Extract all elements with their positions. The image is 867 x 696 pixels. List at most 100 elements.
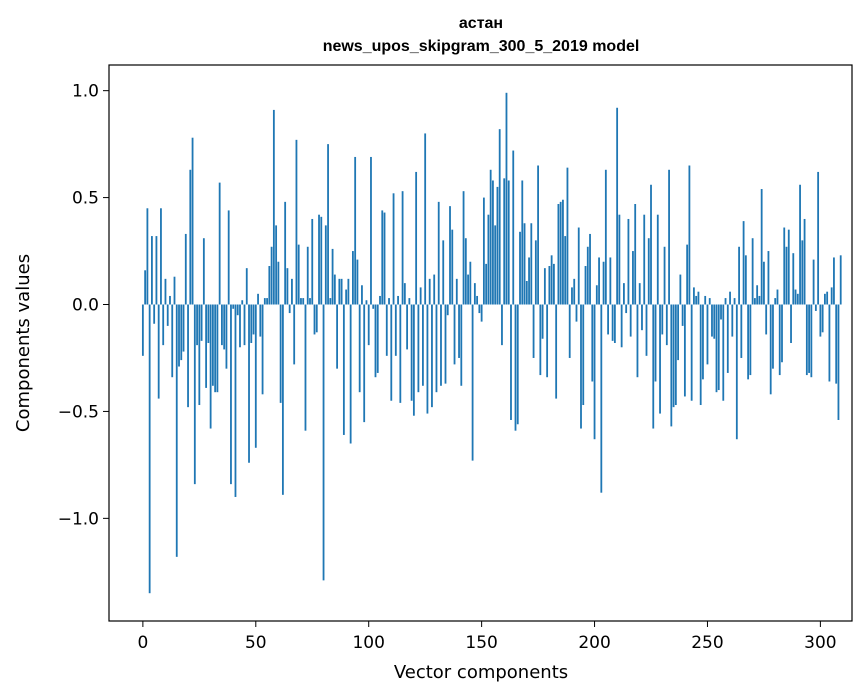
bar-81 (324, 225, 327, 305)
bar-85 (333, 274, 336, 305)
bar-194 (580, 304, 582, 429)
bar-301 (821, 304, 824, 333)
bar-117 (406, 304, 409, 350)
bar-247 (699, 304, 702, 406)
bar-268 (747, 304, 750, 380)
bar-66 (291, 278, 293, 305)
bar-44 (241, 300, 244, 305)
bar-145 (469, 261, 472, 305)
bar-125 (424, 133, 427, 305)
bar-102 (372, 304, 375, 309)
bar-5 (153, 304, 156, 324)
bar-178 (543, 268, 546, 305)
bar-27 (202, 238, 205, 305)
bar-54 (263, 298, 266, 305)
bar-264 (738, 246, 740, 305)
bar-294 (805, 304, 808, 376)
bar-186 (562, 199, 564, 305)
bar-179 (546, 304, 549, 378)
bar-149 (478, 304, 481, 314)
bar-295 (808, 304, 810, 373)
bar-255 (717, 304, 720, 391)
bar-280 (774, 298, 777, 305)
bar-9 (162, 304, 165, 346)
bar-30 (209, 304, 212, 429)
bar-55 (266, 298, 268, 305)
bar-283 (781, 304, 783, 363)
bar-171 (528, 257, 530, 305)
bar-126 (426, 304, 429, 414)
bar-215 (627, 218, 630, 305)
bar-177 (541, 304, 544, 339)
bar-61 (279, 304, 282, 403)
bar-291 (799, 184, 801, 305)
bar-271 (753, 298, 756, 305)
bar-115 (401, 191, 404, 305)
bar-252 (711, 304, 713, 337)
bar-248 (702, 304, 704, 380)
bar-135 (446, 304, 449, 316)
bar-31 (211, 304, 214, 386)
bar-58 (272, 109, 275, 305)
bar-46 (245, 268, 248, 305)
bar-53 (261, 304, 264, 395)
bar-35 (221, 304, 223, 346)
bar-1 (144, 270, 147, 305)
bar-123 (419, 287, 422, 305)
bar-120 (412, 304, 415, 416)
bar-63 (284, 201, 287, 305)
bar-293 (803, 218, 806, 305)
bar-97 (361, 285, 363, 305)
bar-28 (205, 304, 208, 388)
x-tick-label: 50 (245, 633, 267, 653)
bar-270 (751, 238, 754, 305)
bar-309 (839, 255, 842, 305)
bar-188 (566, 167, 569, 305)
bar-256 (720, 304, 722, 320)
bar-218 (634, 204, 637, 305)
bar-193 (577, 227, 580, 305)
bar-265 (740, 304, 743, 358)
bar-233 (668, 169, 670, 305)
bar-10 (164, 278, 167, 305)
bar-160 (503, 178, 506, 305)
bar-282 (778, 304, 781, 376)
bar-133 (442, 240, 445, 305)
bar-72 (304, 304, 307, 431)
bar-138 (453, 304, 456, 365)
bar-275 (763, 261, 765, 305)
bar-90 (345, 289, 348, 305)
x-axis-label: Vector components (394, 662, 568, 683)
bar-200 (593, 304, 596, 440)
bar-15 (175, 304, 178, 557)
y-tick-label: 0.0 (72, 296, 99, 316)
bar-300 (819, 304, 822, 337)
bars-group (141, 92, 842, 594)
bar-137 (451, 229, 454, 305)
bar-19 (184, 233, 187, 305)
bar-232 (665, 304, 668, 346)
bar-182 (552, 263, 555, 305)
bar-124 (422, 304, 424, 386)
bar-227 (654, 304, 657, 382)
bar-236 (674, 304, 677, 406)
bar-74 (309, 298, 311, 305)
bar-67 (293, 304, 296, 365)
bar-41 (234, 304, 237, 497)
bar-183 (555, 304, 558, 399)
bar-292 (801, 240, 804, 305)
bar-127 (428, 278, 431, 305)
bar-213 (623, 283, 625, 305)
y-tick-label: 0.5 (72, 189, 99, 209)
bar-274 (760, 189, 763, 305)
bar-98 (363, 304, 366, 423)
bar-29 (207, 304, 210, 343)
bar-25 (198, 304, 201, 406)
bar-220 (638, 283, 641, 305)
bar-257 (722, 304, 725, 401)
bar-6 (155, 236, 158, 305)
bar-181 (550, 255, 553, 305)
bar-285 (785, 246, 788, 305)
bar-259 (726, 304, 729, 373)
bar-91 (347, 278, 350, 305)
